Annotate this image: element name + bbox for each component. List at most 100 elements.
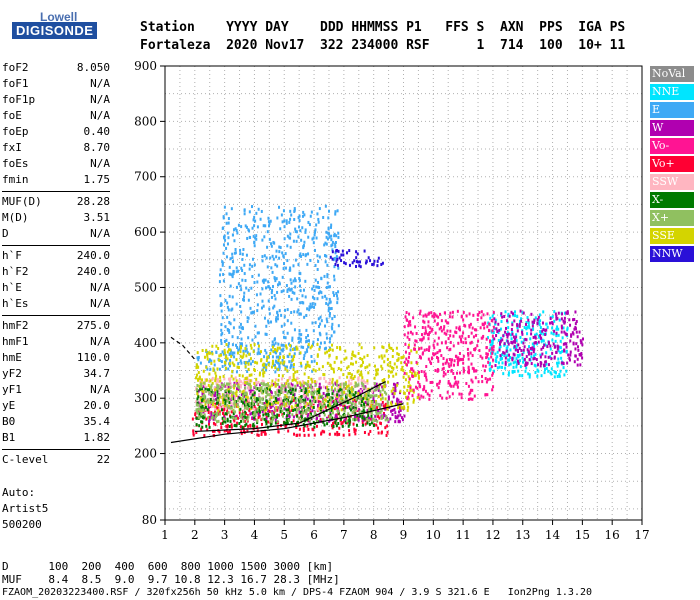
data-point (304, 398, 307, 402)
data-point (327, 389, 330, 393)
data-point (277, 430, 280, 434)
data-point (237, 362, 240, 366)
data-point (318, 406, 321, 410)
data-point (242, 426, 245, 430)
data-point (217, 396, 220, 400)
data-point (524, 363, 527, 367)
data-point (298, 410, 301, 414)
data-point (521, 356, 524, 360)
param-name: hmE (2, 351, 22, 364)
data-point (263, 370, 266, 374)
data-point (264, 383, 267, 387)
data-point (542, 327, 545, 331)
data-point (362, 418, 365, 422)
data-point (336, 379, 339, 383)
data-point (521, 352, 524, 356)
data-point (512, 335, 515, 339)
data-point (230, 410, 233, 414)
data-point (318, 255, 321, 259)
param-name: yF2 (2, 367, 22, 380)
data-point (248, 229, 251, 233)
y-tick-label: 900 (134, 59, 157, 73)
param-row: MUF(D) 28.28 (2, 194, 110, 210)
data-point (244, 349, 247, 353)
data-point (218, 280, 221, 284)
data-point (372, 424, 375, 428)
data-point (566, 311, 569, 315)
data-point (386, 430, 389, 434)
data-point (384, 404, 387, 408)
data-point (267, 400, 270, 404)
data-point (299, 351, 302, 355)
data-point (227, 221, 230, 225)
data-point (427, 337, 430, 341)
data-point (386, 424, 389, 428)
data-point (240, 380, 243, 384)
data-point (242, 295, 245, 299)
data-point (407, 384, 410, 388)
data-point (300, 333, 303, 337)
data-point (234, 400, 237, 404)
data-point (318, 395, 321, 399)
data-point (471, 326, 474, 330)
data-point (241, 356, 244, 360)
data-point (486, 312, 489, 316)
data-point (356, 252, 359, 256)
data-point (464, 337, 467, 341)
data-point (278, 256, 281, 260)
data-point (436, 382, 439, 386)
data-point (306, 402, 309, 406)
data-point (331, 392, 334, 396)
data-point (239, 342, 242, 346)
data-point (285, 402, 288, 406)
data-point (432, 353, 435, 357)
param-value: N/A (90, 297, 110, 310)
data-point (569, 353, 572, 357)
data-point (528, 326, 531, 330)
data-point (306, 384, 309, 388)
data-point (223, 414, 226, 418)
data-point (222, 272, 225, 276)
data-point (540, 361, 543, 365)
data-point (216, 413, 219, 417)
data-point (270, 391, 273, 395)
data-point (496, 350, 499, 354)
data-point (494, 364, 497, 368)
data-point (224, 404, 227, 408)
data-point (274, 341, 277, 345)
data-point (325, 332, 328, 336)
data-point (227, 367, 230, 371)
data-point (534, 364, 537, 368)
data-point (311, 378, 314, 382)
data-point (345, 386, 348, 390)
data-point (276, 264, 279, 268)
data-point (236, 381, 239, 385)
data-point (440, 329, 443, 333)
data-point (282, 267, 285, 271)
data-point (316, 420, 319, 424)
data-point (349, 400, 352, 404)
data-point (257, 207, 260, 211)
data-point (505, 349, 508, 353)
data-point (219, 273, 222, 277)
data-point (387, 369, 390, 373)
data-point (283, 395, 286, 399)
data-point (503, 315, 506, 319)
data-point (442, 327, 445, 331)
data-point (322, 373, 325, 377)
data-point (413, 343, 416, 347)
data-point (462, 366, 465, 370)
data-point (237, 385, 240, 389)
data-point (467, 357, 470, 361)
data-point (350, 375, 353, 379)
data-point (528, 357, 531, 361)
param-value: 275.0 (76, 319, 110, 332)
data-point (508, 358, 511, 362)
data-point (573, 327, 576, 331)
data-point (558, 345, 561, 349)
data-point (319, 315, 322, 319)
data-point (492, 331, 495, 335)
data-point (268, 237, 271, 241)
data-point (289, 343, 292, 347)
data-point (353, 430, 356, 434)
